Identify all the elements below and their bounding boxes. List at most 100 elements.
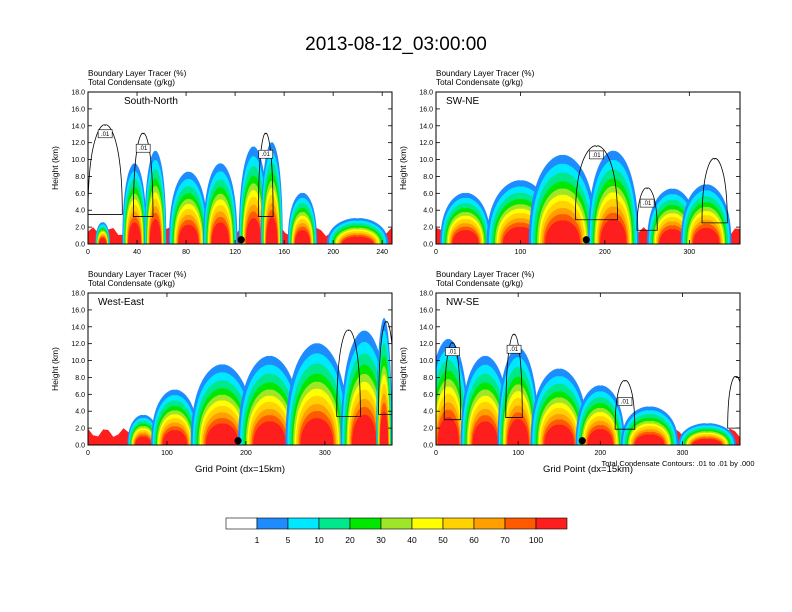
condensate-contour — [505, 333, 523, 418]
tracer-band — [693, 227, 720, 244]
tracer-plume — [460, 355, 510, 445]
tracer-band — [380, 411, 389, 445]
x-tick-label: 0 — [434, 249, 438, 256]
panel-label: SW-NE — [446, 96, 479, 107]
y-tick-label: 16.0 — [71, 106, 85, 113]
tracer-plume — [678, 423, 736, 445]
tracer-band — [98, 237, 107, 244]
y-tick-label: 14.0 — [419, 324, 433, 331]
condensate-contour — [614, 380, 636, 430]
svg-text:.01: .01 — [621, 400, 630, 406]
y-tick-label: 6.0 — [423, 191, 433, 198]
colorbar-label: 5 — [286, 535, 291, 545]
x-tick-label: 300 — [683, 249, 695, 256]
x-tick-label: 100 — [515, 249, 527, 256]
panel-label: South-North — [124, 96, 178, 107]
contour-label: .01 — [589, 150, 604, 160]
svg-text:.01: .01 — [448, 350, 457, 356]
contour-label: .01 — [639, 198, 655, 208]
tracer-plume — [575, 385, 625, 445]
tracer-band — [300, 418, 334, 445]
y-tick-label: 16.0 — [419, 106, 433, 113]
colorbar-swatch — [349, 517, 382, 530]
y-axis-label: Height (km) — [398, 347, 408, 391]
y-tick-label: 10.0 — [419, 157, 433, 164]
location-marker — [582, 236, 590, 244]
tracer-band — [149, 219, 162, 244]
y-tick-label: 8.0 — [75, 174, 85, 181]
condensate-contour — [132, 132, 154, 217]
y-tick-label: 12.0 — [419, 341, 433, 348]
colorbar-label: 100 — [529, 535, 543, 545]
location-marker — [578, 437, 586, 445]
y-tick-label: 12.0 — [71, 341, 85, 348]
colorbar-label: 20 — [345, 535, 355, 545]
y-tick-label: 2.0 — [423, 225, 433, 232]
y-axis-label: Height (km) — [398, 146, 408, 190]
y-tick-label: 8.0 — [75, 375, 85, 382]
y-tick-label: 0.0 — [75, 242, 85, 249]
contour-footnote: Total Condensate Contours: .01 to .01 by… — [601, 459, 754, 468]
tracer-band — [692, 438, 723, 445]
contour-label: .01 — [97, 129, 113, 139]
contour-label: .01 — [258, 149, 274, 159]
condensate-contour — [257, 132, 274, 217]
x-tick-label: 240 — [376, 249, 388, 256]
plot-frame — [87, 91, 393, 245]
x-axis-label: Grid Point (dx=15km) — [543, 464, 633, 475]
x-tick-label: 160 — [278, 249, 290, 256]
location-marker — [237, 236, 245, 244]
y-tick-label: 14.0 — [419, 123, 433, 130]
tracer-plume — [144, 150, 167, 244]
tracer-band — [600, 219, 627, 244]
tracer-band — [352, 414, 377, 445]
panel-title-line: Total Condensate (g/kg) — [436, 279, 523, 288]
tracer-band — [452, 230, 479, 244]
panel-label: West-East — [98, 297, 144, 308]
x-tick-label: 40 — [133, 249, 141, 256]
colorbar: 1 5 10 20 30 40 50 60 70 100 — [225, 517, 568, 545]
plot-area: .01 .01 .01 — [88, 92, 392, 244]
panel-label: NW-SE — [446, 297, 479, 308]
x-tick-label: 200 — [599, 249, 611, 256]
tracer-band — [294, 230, 311, 244]
colorbar-swatch — [380, 517, 413, 530]
y-tick-label: 18.0 — [71, 291, 85, 298]
condensate-contour — [378, 321, 392, 415]
x-axis-label: Grid Point (dx=15km) — [195, 464, 285, 475]
tracer-band — [245, 218, 262, 244]
tracer-plume — [285, 343, 349, 445]
tracer-plume — [238, 355, 302, 445]
y-tick-label: 12.0 — [419, 140, 433, 147]
panel-title-line: Boundary Layer Tracer (%) — [88, 270, 187, 279]
tracer-band — [128, 222, 141, 244]
panel-title-line: Boundary Layer Tracer (%) — [436, 69, 535, 78]
tracer-band — [587, 428, 614, 445]
tracer-plume — [127, 414, 160, 445]
condensate-contour — [574, 145, 618, 221]
svg-text:.01: .01 — [643, 201, 652, 207]
colorbar-label: 60 — [469, 535, 479, 545]
panel-top-right: Boundary Layer Tracer (%)Total Condensat… — [398, 69, 741, 256]
plot-area: .01 .01 — [436, 92, 740, 244]
colorbar-swatch — [287, 517, 320, 530]
tracer-band — [135, 436, 152, 445]
condensate-contour — [88, 124, 123, 215]
y-tick-label: 10.0 — [71, 157, 85, 164]
y-tick-label: 4.0 — [423, 208, 433, 215]
location-marker — [234, 437, 242, 445]
y-tick-label: 0.0 — [423, 443, 433, 450]
tracer-plume — [203, 163, 238, 244]
colorbar-swatch — [225, 517, 258, 530]
y-tick-label: 14.0 — [71, 123, 85, 130]
x-tick-label: 100 — [512, 450, 524, 457]
y-tick-label: 16.0 — [419, 307, 433, 314]
x-tick-label: 300 — [677, 450, 689, 457]
panel-title-line: Total Condensate (g/kg) — [88, 78, 175, 87]
svg-text:.01: .01 — [592, 153, 601, 159]
plot-area — [88, 293, 392, 445]
svg-text:.01: .01 — [262, 152, 271, 158]
contour-label: .01 — [135, 143, 151, 153]
y-tick-label: 0.0 — [75, 443, 85, 450]
